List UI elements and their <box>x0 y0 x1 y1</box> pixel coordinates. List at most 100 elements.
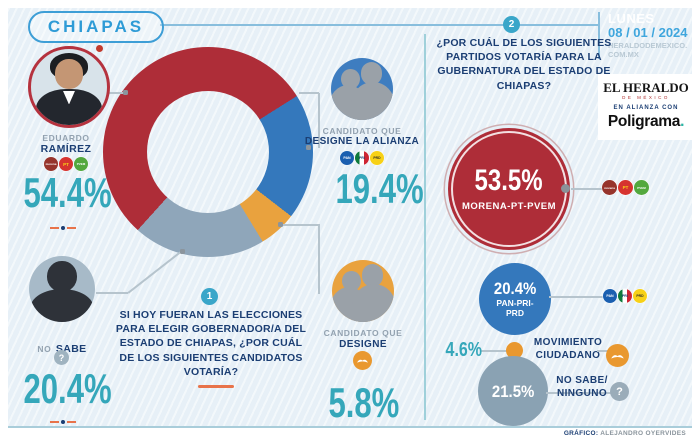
ninguno-result-label: NO SABE/NINGUNO <box>556 375 608 399</box>
photo-face <box>54 58 84 90</box>
region-title-pill: CHIAPAS <box>28 11 164 43</box>
pt-logo: PT <box>59 157 73 171</box>
question1-text: SI HOY FUERAN LAS ELECCIONES PARA ELEGIR… <box>115 309 307 378</box>
connector-line <box>597 350 611 352</box>
connector-dot <box>180 249 185 254</box>
connector-line <box>318 93 320 148</box>
connector-line <box>481 350 507 352</box>
mc-result-label: MOVIMIENTO CIUDADANO <box>533 337 603 361</box>
mc-logo-right <box>606 344 629 367</box>
pri-logo: PRI <box>618 289 632 303</box>
region-title: CHIAPAS <box>47 17 145 36</box>
infographic-canvas: CHIAPAS LUNES 08 / 01 / 2024 HERALDODEME… <box>8 8 694 428</box>
date-value: 08 / 01 / 2024 <box>608 25 688 41</box>
site-url-line1: HERALDODEMEXICO. <box>608 41 688 51</box>
morena-result-value: 53.5% <box>474 164 544 197</box>
pt-logo: PT <box>618 180 633 195</box>
pan-logo: PAN <box>340 151 354 165</box>
alianza-percentage: 19.4% <box>335 165 424 212</box>
mc-eagle-icon <box>611 354 624 358</box>
partner-logo-text: Poligrama. <box>607 113 685 130</box>
candidate-first-name: EDUARDO <box>42 133 90 143</box>
brand-block: EL HERALDO DE MÉXICO EN ALIANZA CON Poli… <box>598 74 694 140</box>
date-day: LUNES <box>608 11 655 26</box>
header-rule-line <box>160 24 600 26</box>
partner-logo-dot: . <box>680 113 685 130</box>
mc-logo <box>353 351 372 370</box>
pill-dot <box>96 45 103 52</box>
brand-logo-subtext: DE MÉXICO <box>622 95 670 100</box>
mc-result-value: 4.6% <box>445 339 483 361</box>
mc-label-top: CANDIDATO QUE <box>323 328 403 338</box>
connector-line <box>299 92 319 94</box>
connector-line <box>96 292 128 294</box>
candidate-value-wrap: 54.4% <box>8 172 120 214</box>
mc-eagle-icon <box>357 359 368 363</box>
mc-value-wrap: 5.8% <box>308 382 420 424</box>
morena-logo: morena <box>602 180 617 195</box>
party-logos-morena-pt-pvem: morena PT PVEM <box>14 157 118 171</box>
candidate-photo-ramirez <box>28 46 110 128</box>
pvem-logo: PVEM <box>74 157 88 171</box>
alianza-result-label2: PRD <box>506 307 524 318</box>
mini-divider <box>50 420 76 424</box>
silhouette-alianza <box>331 58 393 120</box>
pvem-logo: PVEM <box>634 180 649 195</box>
party-logos-alianza-right: PAN PRI PRD <box>603 289 647 303</box>
silhouette-no-sabe <box>29 256 95 322</box>
connector-line <box>571 188 603 190</box>
pan-logo: PAN <box>603 289 617 303</box>
alianza-label-bottom: DESIGNE LA ALIANZA <box>304 136 420 147</box>
question-mark-icon: ? <box>54 350 69 365</box>
connector-line <box>318 224 320 294</box>
bubble-morena: 53.5% MORENA-PT-PVEM <box>448 128 570 250</box>
graphic-credit: GRÁFICO: ALEJANDRO OYERVIDES <box>564 430 686 437</box>
mc-result-value-wrap: 4.6% <box>440 339 488 362</box>
question2-badge: 2 <box>503 16 520 33</box>
bubble-mc <box>506 342 523 359</box>
connector-line <box>546 392 614 394</box>
credit-label: GRÁFICO: <box>563 430 599 437</box>
alianza-label-top: CANDIDATO QUE <box>322 126 402 136</box>
bubble-alianza: 20.4% PAN-PRI- PRD <box>479 263 551 335</box>
alianza-result-value: 20.4% <box>493 278 537 298</box>
section-divider <box>424 34 426 420</box>
morena-logo: morena <box>44 157 58 171</box>
connector-dot <box>278 222 283 227</box>
ramirez-percentage: 54.4% <box>23 169 112 216</box>
connector-line <box>127 251 181 294</box>
question1-underline <box>198 385 234 388</box>
alianza-value-wrap: 19.4% <box>320 168 432 210</box>
party-logos-pan-pri-prd: PAN PRI PRD <box>292 151 432 165</box>
mc-percentage: 5.8% <box>328 379 400 426</box>
connector-line <box>96 92 124 94</box>
date-block: LUNES 08 / 01 / 2024 HERALDODEMEXICO. CO… <box>598 11 700 60</box>
connector-line <box>282 224 320 226</box>
connector-dot <box>561 184 570 193</box>
prd-logo: PRD <box>370 151 384 165</box>
alianza-result-label1: PAN-PRI- <box>496 297 534 308</box>
party-logos-morena-right: morena PT PVEM <box>602 180 649 195</box>
credit-name: ALEJANDRO OYERVIDES <box>600 430 686 437</box>
connector-dot <box>306 145 311 150</box>
question-mark-icon: ? <box>610 382 629 401</box>
pri-logo: PRI <box>355 151 369 165</box>
no-sabe-value-wrap: 20.4% <box>8 368 120 410</box>
donut-chart-hole <box>147 91 269 213</box>
question1-badge: 1 <box>201 288 218 305</box>
brand-logo-text: EL HERALDO <box>603 80 689 95</box>
site-url-line2: COM.MX <box>608 50 639 60</box>
silhouette-mc <box>332 260 394 322</box>
alliance-text: EN ALIANZA CON <box>613 105 679 111</box>
bubble-ninguno: 21.5% <box>478 356 548 426</box>
mc-label-bottom: DESIGNE <box>339 339 387 350</box>
prd-logo: PRD <box>633 289 647 303</box>
mini-divider <box>50 226 76 230</box>
candidate-last-name: RAMÍREZ <box>40 143 92 155</box>
ninguno-result-value: 21.5% <box>491 381 535 401</box>
no-sabe-percentage: 20.4% <box>23 365 112 412</box>
connector-dot <box>123 90 128 95</box>
connector-line <box>549 296 607 298</box>
question2-text: ¿POR CUÁL DE LOS SIGUIENTES PARTIDOS VOT… <box>436 37 612 92</box>
